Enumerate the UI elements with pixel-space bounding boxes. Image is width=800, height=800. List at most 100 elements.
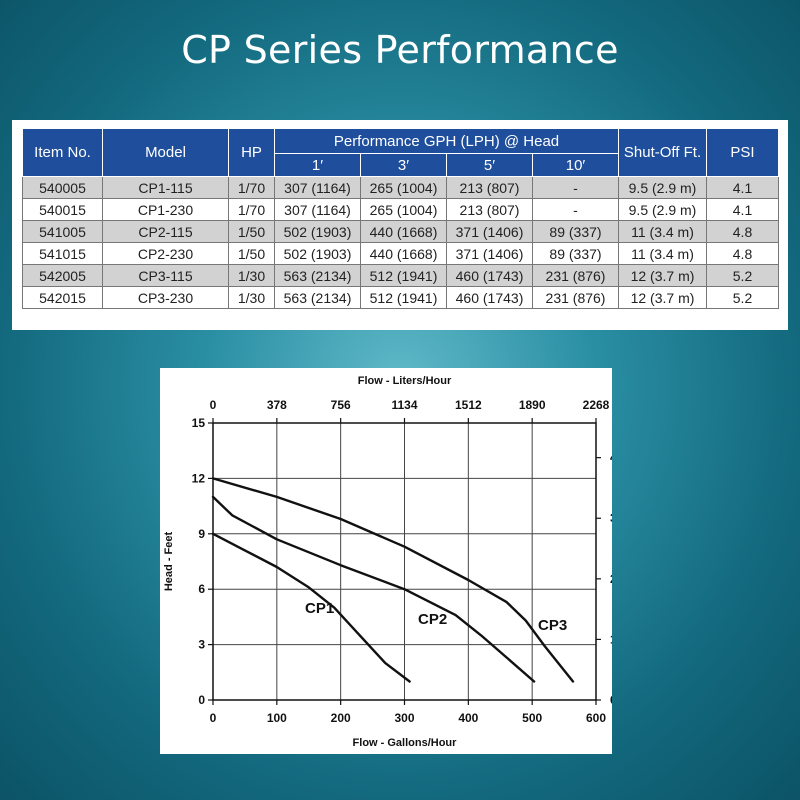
table-cell-h1: 502 (1903): [274, 242, 361, 265]
table-cell-model: CP1-230: [102, 198, 229, 221]
table-cell-hp: 1/50: [228, 242, 275, 265]
x-tick-label: 200: [331, 711, 351, 725]
table-cell-item: 542005: [22, 264, 103, 287]
table-cell-hp: 1/70: [228, 198, 275, 221]
table-cell-h3: 512 (1941): [360, 264, 447, 287]
header-shutoff: Shut-Off Ft.: [618, 128, 707, 177]
x-tick-label: 600: [586, 711, 606, 725]
y2-tick-label: 4: [610, 451, 612, 465]
table-cell-h5: 460 (1743): [446, 286, 533, 309]
table-cell-hp: 1/50: [228, 220, 275, 243]
y-axis-label: Head - Feet: [163, 532, 175, 592]
y2-tick-label: 3: [610, 511, 612, 525]
table-cell-h3: 440 (1668): [360, 220, 447, 243]
x-tick-label: 500: [522, 711, 542, 725]
performance-chart-panel: 0 100 200 300 400 500 600 0 3 6 9 12 15 0 378 756 1134 15…: [160, 368, 612, 754]
table-cell-shutoff: 11 (3.4 m): [618, 242, 707, 265]
y-tick-label: 15: [192, 416, 206, 430]
table-cell-psi: 5.2: [706, 264, 779, 287]
table-cell-model: CP1-115: [102, 176, 229, 199]
y2-tick-label: 2: [610, 572, 612, 586]
table-cell-shutoff: 12 (3.7 m): [618, 286, 707, 309]
table-cell-h3: 265 (1004): [360, 176, 447, 199]
table-cell-psi: 4.1: [706, 176, 779, 199]
x-tick-label: 400: [458, 711, 478, 725]
table-cell-psi: 4.8: [706, 220, 779, 243]
table-row: 540015 CP1-230 1/70 307 (1164) 265 (1004) 213…: [22, 198, 779, 221]
x2-tick-label: 0: [210, 398, 217, 412]
table-cell-h1: 502 (1903): [274, 220, 361, 243]
table-row: 541015 CP2-230 1/50 502 (1903) 440 (1668) 371…: [22, 242, 779, 265]
x-axis-label: Flow - Gallons/Hour: [353, 737, 458, 749]
header-item-no: Item No.: [22, 128, 103, 177]
y2-tick-label: 0: [610, 693, 612, 707]
series-line-cp2: [211, 495, 536, 683]
table-cell-h5: 371 (1406): [446, 242, 533, 265]
table-cell-h5: 213 (807): [446, 198, 533, 221]
table-cell-h10: 231 (876): [532, 264, 619, 287]
x2-tick-label: 2268: [583, 398, 610, 412]
table-cell-model: CP3-115: [102, 264, 229, 287]
table-cell-shutoff: 11 (3.4 m): [618, 220, 707, 243]
table-cell-h1: 307 (1164): [274, 176, 361, 199]
table-cell-h10: 231 (876): [532, 286, 619, 309]
series-line-cp1: [211, 532, 411, 683]
table-cell-item: 540015: [22, 198, 103, 221]
series-label-cp2: CP2: [418, 611, 447, 628]
y-tick-label: 0: [198, 693, 205, 707]
y-tick-label: 6: [198, 582, 205, 596]
header-model: Model: [102, 128, 229, 177]
table-cell-h3: 265 (1004): [360, 198, 447, 221]
y2-tick-label: 1: [610, 632, 612, 646]
series-line-cp3: [211, 477, 575, 683]
table-cell-h10: -: [532, 198, 619, 221]
table-cell-psi: 5.2: [706, 286, 779, 309]
table-cell-h3: 440 (1668): [360, 242, 447, 265]
x2-tick-label: 378: [267, 398, 287, 412]
table-cell-model: CP2-230: [102, 242, 229, 265]
table-cell-h10: 89 (337): [532, 242, 619, 265]
table-cell-item: 542015: [22, 286, 103, 309]
table-cell-h5: 460 (1743): [446, 264, 533, 287]
table-row: 542005 CP3-115 1/30 563 (2134) 512 (1941) 460…: [22, 264, 779, 287]
x-tick-label: 0: [210, 711, 217, 725]
table-cell-hp: 1/70: [228, 176, 275, 199]
series-label-cp3: CP3: [538, 617, 567, 634]
table-cell-h5: 213 (807): [446, 176, 533, 199]
header-performance: Performance GPH (LPH) @ Head: [274, 128, 619, 154]
performance-table: Item No. Model HP Performance GPH (LPH) …: [22, 128, 779, 309]
y-tick-label: 12: [192, 471, 206, 485]
x2-tick-label: 1890: [519, 398, 546, 412]
table-cell-model: CP3-230: [102, 286, 229, 309]
table-cell-psi: 4.8: [706, 242, 779, 265]
table-cell-item: 540005: [22, 176, 103, 199]
table-cell-item: 541015: [22, 242, 103, 265]
y-tick-label: 3: [198, 638, 205, 652]
x2-tick-label: 1134: [391, 398, 417, 412]
page-title: CP Series Performance: [181, 28, 619, 72]
table-cell-shutoff: 9.5 (2.9 m): [618, 198, 707, 221]
y-tick-label: 9: [198, 527, 205, 541]
x2-tick-label: 756: [331, 398, 351, 412]
table-row: 542015 CP3-230 1/30 563 (2134) 512 (1941) 460…: [22, 286, 779, 309]
performance-table-panel: Item No. Model HP Performance GPH (LPH) …: [12, 120, 788, 330]
table-cell-h10: 89 (337): [532, 220, 619, 243]
x2-tick-label: 1512: [455, 398, 482, 412]
x2-axis-label: Flow - Liters/Hour: [358, 375, 452, 387]
table-cell-model: CP2-115: [102, 220, 229, 243]
table-row: 541005 CP2-115 1/50 502 (1903) 440 (1668) 371…: [22, 220, 779, 243]
header-head-5: 5′: [446, 153, 533, 177]
table-cell-h1: 563 (2134): [274, 286, 361, 309]
x-tick-label: 300: [394, 711, 414, 725]
header-head-3: 3′: [360, 153, 447, 177]
table-cell-h10: -: [532, 176, 619, 199]
series-label-cp1: CP1: [305, 600, 334, 617]
table-cell-psi: 4.1: [706, 198, 779, 221]
table-cell-shutoff: 12 (3.7 m): [618, 264, 707, 287]
header-psi: PSI: [706, 128, 779, 177]
table-cell-h5: 371 (1406): [446, 220, 533, 243]
header-head-1: 1′: [274, 153, 361, 177]
table-cell-h3: 512 (1941): [360, 286, 447, 309]
table-cell-shutoff: 9.5 (2.9 m): [618, 176, 707, 199]
